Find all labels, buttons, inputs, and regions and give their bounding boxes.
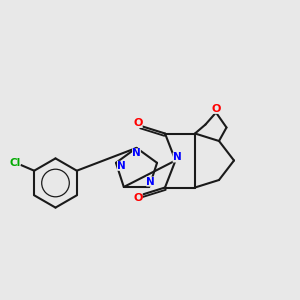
Text: N: N xyxy=(117,161,126,171)
Text: O: O xyxy=(211,104,221,114)
Text: N: N xyxy=(132,148,141,158)
Text: Cl: Cl xyxy=(9,158,20,168)
Text: N: N xyxy=(146,177,155,187)
Text: N: N xyxy=(172,152,182,163)
Text: O: O xyxy=(133,193,143,203)
Text: O: O xyxy=(133,118,143,128)
